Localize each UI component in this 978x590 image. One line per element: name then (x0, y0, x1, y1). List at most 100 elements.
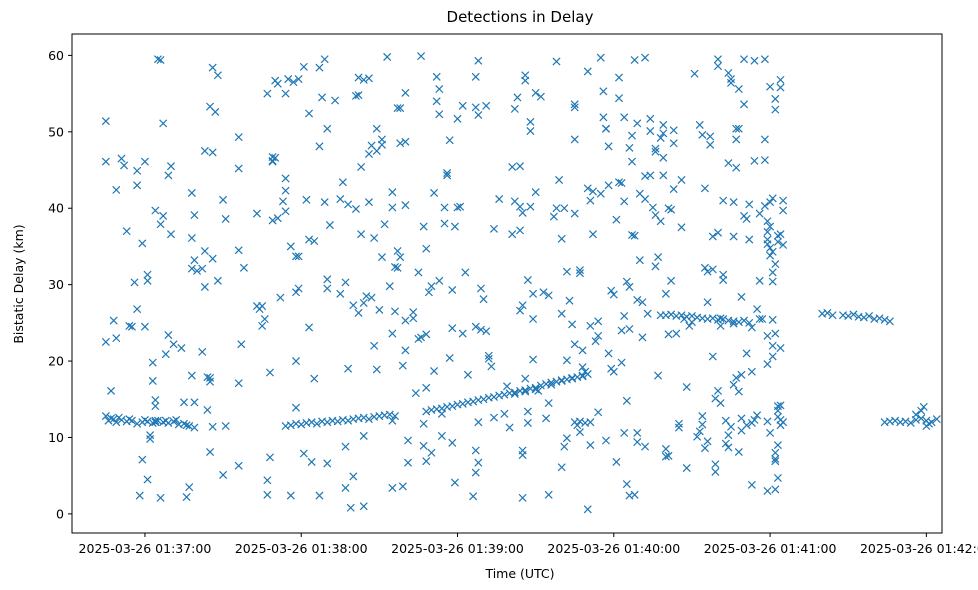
data-point (708, 265, 717, 274)
data-point (607, 286, 616, 295)
data-point (500, 409, 509, 418)
data-point (906, 418, 915, 427)
data-point (633, 119, 642, 128)
data-point (771, 454, 780, 463)
data-point (609, 290, 618, 299)
data-point (377, 135, 386, 144)
data-point (435, 110, 444, 119)
data-point (555, 175, 564, 184)
data-point (570, 100, 579, 109)
data-point (729, 232, 738, 241)
data-point (687, 318, 696, 327)
data-point (390, 263, 400, 272)
data-point (341, 278, 350, 287)
data-point (570, 103, 579, 112)
data-point (450, 222, 459, 231)
data-point (768, 277, 777, 286)
x-tick-label: 2025-03-26 01:41:00 (704, 541, 837, 556)
y-tick-label: 20 (48, 354, 64, 369)
data-point (661, 444, 670, 453)
data-point (401, 88, 410, 97)
data-point (377, 253, 386, 262)
data-point (865, 311, 874, 321)
data-point (281, 207, 290, 216)
x-tick-label: 2025-03-26 01:40:00 (547, 541, 680, 556)
data-point (221, 214, 230, 223)
data-point (659, 120, 668, 129)
y-tick-label: 40 (48, 201, 64, 216)
data-point (622, 396, 631, 405)
data-point (747, 323, 756, 332)
data-point (297, 420, 306, 429)
data-point (138, 239, 147, 248)
data-point (411, 389, 420, 398)
data-point (716, 321, 725, 330)
data-point (729, 380, 738, 389)
data-point (766, 251, 775, 260)
data-point (641, 195, 650, 204)
data-point (885, 317, 894, 326)
data-point (518, 208, 527, 217)
data-point (703, 267, 712, 276)
data-point (114, 413, 123, 422)
data-point (771, 457, 780, 466)
data-point (440, 203, 449, 212)
data-point (763, 360, 772, 369)
data-point (432, 72, 441, 81)
data-point (263, 89, 272, 98)
data-point (891, 416, 900, 425)
data-point (578, 363, 587, 372)
data-point (474, 418, 483, 427)
data-point (661, 289, 670, 298)
data-point (278, 197, 288, 206)
data-point (763, 486, 772, 495)
data-point (151, 418, 160, 427)
data-point (237, 340, 246, 349)
data-point (190, 423, 199, 432)
data-point (695, 427, 704, 436)
y-axis-label: Bistatic Delay (km) (11, 224, 26, 343)
data-point (372, 365, 381, 374)
data-point (755, 315, 764, 324)
data-point (338, 178, 347, 187)
data-point (260, 315, 269, 324)
data-point (737, 370, 746, 379)
data-point (445, 136, 454, 145)
data-point (422, 244, 431, 253)
data-point (291, 403, 301, 412)
data-point (591, 337, 600, 346)
data-point (523, 418, 532, 427)
data-point (508, 162, 517, 171)
data-point (234, 379, 243, 388)
data-point (654, 371, 663, 380)
data-point (469, 397, 478, 406)
data-point (641, 53, 650, 62)
data-point (414, 334, 423, 343)
data-point (667, 205, 676, 214)
data-point (179, 398, 189, 407)
data-point (414, 268, 423, 277)
data-point (648, 203, 657, 212)
data-point (161, 350, 170, 359)
data-point (526, 117, 535, 126)
data-point (458, 329, 467, 338)
data-point (630, 55, 639, 65)
data-point (617, 178, 626, 188)
data-point (633, 428, 642, 437)
data-point (281, 186, 290, 195)
data-point (776, 83, 785, 92)
data-point (393, 263, 402, 272)
y-axis-ticks: 0 10 20 30 40 50 60 (48, 48, 72, 521)
data-point (489, 224, 499, 233)
data-point (448, 324, 457, 333)
data-point (448, 402, 457, 411)
data-point (536, 92, 545, 101)
data-point (698, 130, 707, 139)
data-point (570, 340, 579, 349)
data-point (172, 415, 181, 424)
data-point (625, 143, 634, 152)
data-point (763, 227, 772, 236)
data-point (713, 62, 723, 71)
data-point (562, 434, 571, 443)
data-point (206, 377, 215, 386)
